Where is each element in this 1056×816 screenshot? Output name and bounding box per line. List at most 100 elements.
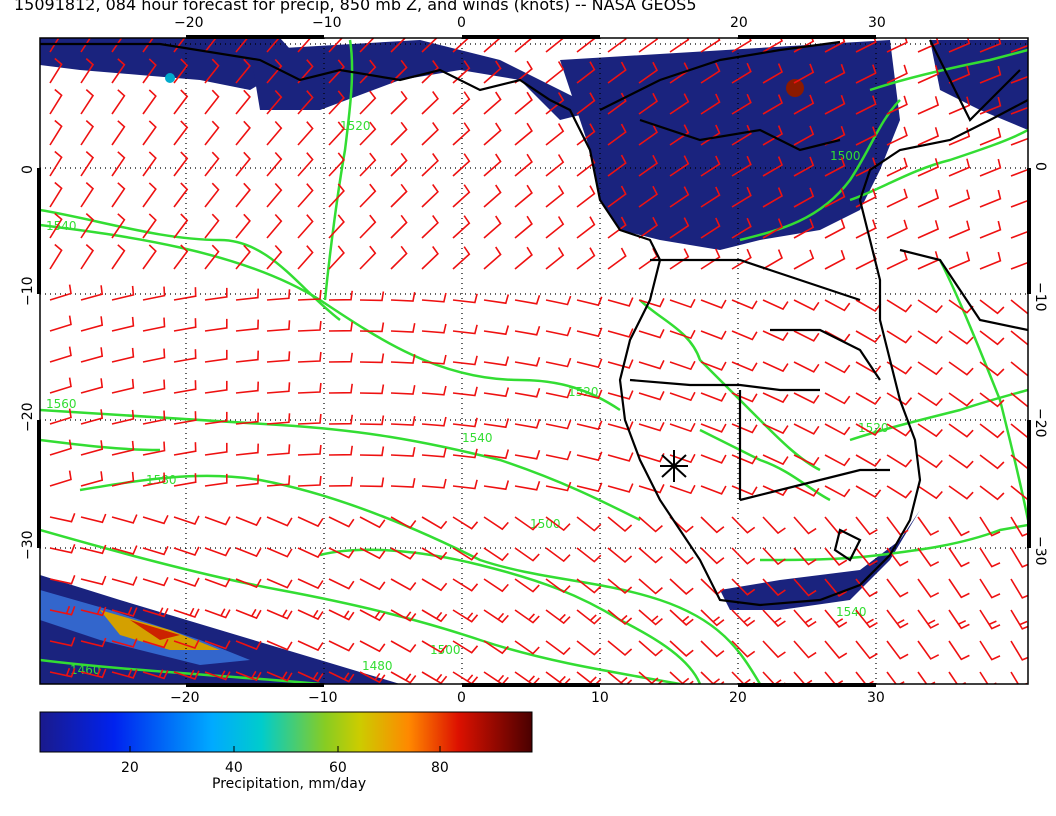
wind-barb <box>452 516 479 530</box>
wind-barb <box>762 454 789 466</box>
wind-barb <box>235 578 262 589</box>
wind-barb <box>917 65 940 84</box>
wind-barb <box>173 89 189 115</box>
wind-barb <box>762 94 784 115</box>
wind-barb-feather <box>804 617 813 624</box>
wind-barb <box>917 127 940 146</box>
wind-barb <box>111 347 135 363</box>
wind-barb <box>700 361 727 371</box>
wind-barb <box>762 299 789 311</box>
wind-barb <box>483 91 502 115</box>
wind-barb <box>235 547 262 558</box>
wind-barb <box>390 547 417 560</box>
wind-barbs <box>49 38 1028 684</box>
wind-barb-feather <box>896 619 905 625</box>
wind-barb <box>483 418 510 429</box>
wind-barb <box>1010 199 1028 208</box>
wind-barb <box>638 609 663 626</box>
wind-barb-feather <box>312 671 319 680</box>
wind-barb <box>297 183 314 208</box>
wind-barb <box>948 640 970 661</box>
wind-barb <box>886 392 913 406</box>
wind-barb <box>948 578 970 599</box>
wind-barb-feather <box>681 677 690 684</box>
wind-barb <box>762 516 786 535</box>
wind-barb <box>1010 106 1028 115</box>
wind-barb <box>204 442 228 456</box>
wind-barb-feather <box>220 608 226 617</box>
wind-barb <box>948 547 970 568</box>
wind-barb <box>142 514 169 525</box>
wind-barb <box>638 578 663 595</box>
wind-barb <box>421 246 439 270</box>
wind-barb <box>421 447 447 458</box>
wind-barb <box>266 578 293 589</box>
wind-barb <box>824 609 848 628</box>
tick-label: −10 <box>1032 282 1048 312</box>
wind-barb <box>142 213 157 239</box>
wind-barb <box>49 513 76 523</box>
wind-barb <box>824 578 848 597</box>
wind-barb <box>49 377 72 394</box>
wind-barb <box>235 151 251 177</box>
wind-barb <box>638 123 659 146</box>
wind-barb <box>514 326 541 336</box>
wind-barb <box>111 285 135 301</box>
wind-barb <box>204 640 231 650</box>
wind-barb <box>545 185 565 208</box>
wind-barb <box>204 380 228 394</box>
wind-barb <box>142 607 169 618</box>
contour-label: 1480 <box>362 659 393 673</box>
wind-barb <box>793 485 820 497</box>
wind-barb <box>111 638 138 648</box>
wind-barb <box>824 156 846 177</box>
wind-barb <box>700 248 721 270</box>
wind-barb <box>576 389 603 400</box>
wind-barb <box>297 351 322 363</box>
wind-barb <box>173 349 197 363</box>
wind-barb <box>638 61 659 84</box>
wind-barb <box>948 454 974 469</box>
wind-barb <box>266 382 291 394</box>
wind-barb <box>576 451 603 462</box>
wind-barb <box>80 513 107 524</box>
wind-barb <box>483 480 510 491</box>
wind-barb <box>886 640 909 660</box>
wind-barb <box>142 545 169 556</box>
wind-barb <box>731 248 752 270</box>
wind-barb <box>514 671 540 684</box>
wind-barb <box>793 63 815 84</box>
wind-barb <box>80 244 95 270</box>
wind-barb <box>917 671 928 684</box>
wind-barb <box>1010 423 1028 439</box>
wind-barb-feather <box>620 676 628 684</box>
wind-barb <box>855 219 877 239</box>
wind-barb <box>545 326 572 337</box>
wind-barb <box>731 547 756 565</box>
wind-barb <box>111 545 138 555</box>
wind-barb <box>731 485 758 496</box>
wind-barb <box>576 185 596 208</box>
wind-barb <box>328 445 353 456</box>
wind-barb <box>359 516 386 529</box>
wind-barb <box>917 609 940 629</box>
wind-barb <box>948 361 974 376</box>
tick-label: 30 <box>868 15 886 31</box>
wind-barb-feather <box>958 619 967 625</box>
wind-barb <box>173 380 197 394</box>
wind-barb <box>483 449 510 460</box>
tick-label: −20 <box>1032 408 1048 438</box>
wind-barb <box>545 388 572 399</box>
wind-barb <box>142 120 157 146</box>
wind-barb <box>948 423 974 438</box>
wind-barb <box>514 60 533 84</box>
wind-barb <box>49 243 63 270</box>
wind-barb <box>576 671 602 684</box>
wind-barb <box>855 330 882 344</box>
wind-barb <box>731 299 758 310</box>
wind-barb <box>328 152 345 177</box>
wind-barb <box>49 606 76 616</box>
wind-barb <box>266 609 293 620</box>
wind-barb <box>80 151 95 177</box>
wind-barb <box>607 92 627 115</box>
